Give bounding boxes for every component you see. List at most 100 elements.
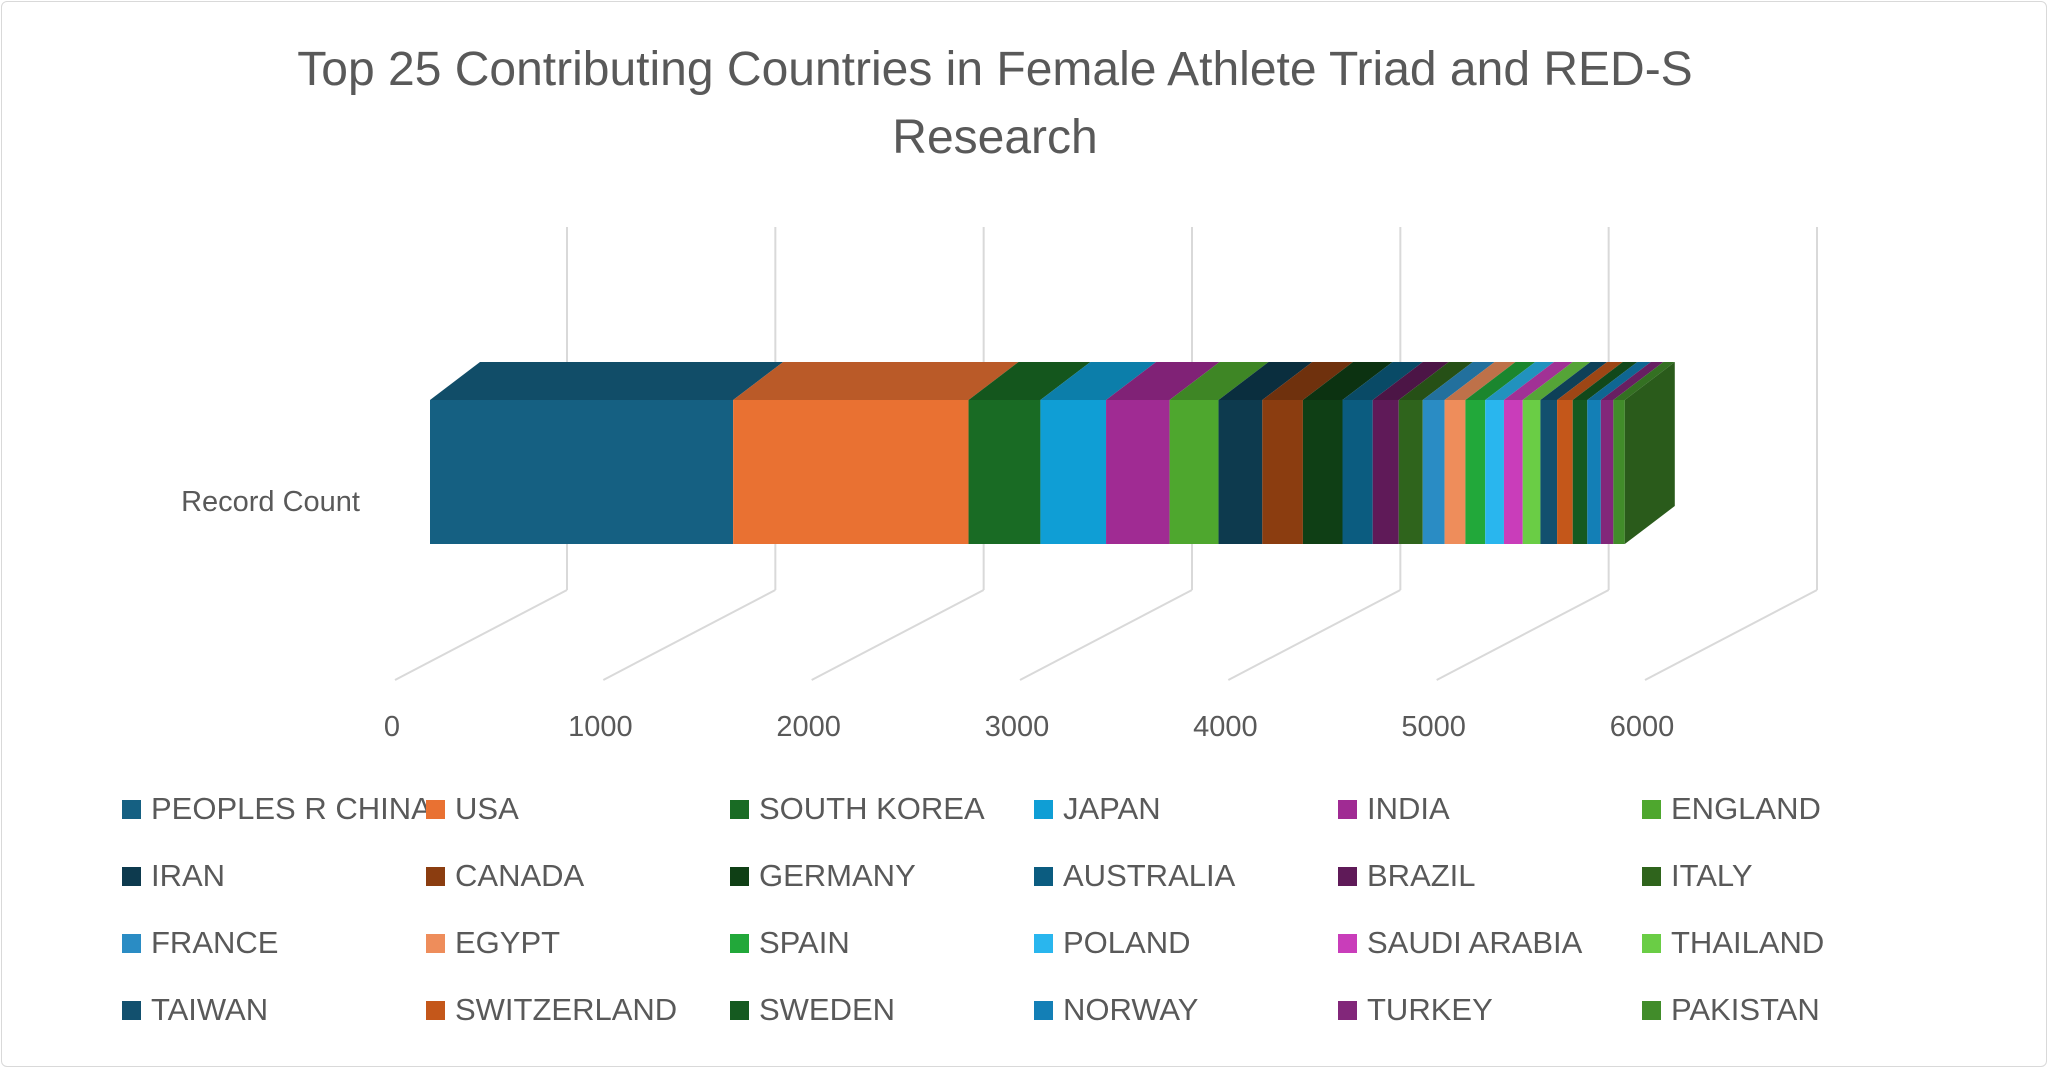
legend-swatch xyxy=(122,799,141,819)
legend-label: SWEDEN xyxy=(759,992,896,1027)
bar-segment xyxy=(1444,400,1466,544)
legend-swatch xyxy=(1034,933,1053,953)
chart-title-text: Top 25 Contributing Countries in Female … xyxy=(297,43,1693,164)
legend-swatch xyxy=(1034,866,1053,886)
legend-swatch xyxy=(730,933,749,953)
bar-segment xyxy=(1522,400,1541,544)
bar-top-face xyxy=(1262,362,1353,400)
bar-top-face xyxy=(1600,362,1664,400)
gridline-floor xyxy=(1019,589,1193,681)
x-tick-label: 1000 xyxy=(568,711,633,743)
bar-segment xyxy=(1262,400,1303,544)
x-tick-label: 2000 xyxy=(776,711,841,743)
bar-top-face xyxy=(1398,362,1473,400)
legend-item: IRAN xyxy=(122,855,426,897)
legend-item: PAKISTAN xyxy=(1642,989,1946,1031)
bar-segment xyxy=(1218,400,1263,544)
gridline-floor xyxy=(1436,589,1610,681)
legend-item: THAILAND xyxy=(1642,922,1946,964)
legend-swatch xyxy=(1338,866,1357,886)
bar-top-face xyxy=(1540,362,1608,400)
legend-label: IRAN xyxy=(151,858,226,893)
legend-item: ITALY xyxy=(1642,855,1946,897)
legend-swatch xyxy=(1642,866,1661,886)
bar-segment xyxy=(1040,400,1107,544)
bar-segment xyxy=(1485,400,1504,544)
legend-item: SAUDI ARABIA xyxy=(1338,922,1642,964)
bar-top-face xyxy=(1040,362,1157,400)
bar-top-face xyxy=(1485,362,1554,400)
bar-top-face xyxy=(1444,362,1516,400)
legend-label: SPAIN xyxy=(759,925,850,960)
legend-swatch xyxy=(1338,1000,1357,1020)
legend-swatch xyxy=(122,866,141,886)
legend-item: SPAIN xyxy=(730,922,1034,964)
legend-item: INDIA xyxy=(1338,788,1642,830)
legend-item: TAIWAN xyxy=(122,989,426,1031)
legend-label: AUSTRALIA xyxy=(1063,858,1236,893)
bar-top-face xyxy=(1422,362,1495,400)
legend-label: SOUTH KOREA xyxy=(759,791,985,826)
legend-item: POLAND xyxy=(1034,922,1338,964)
bar-top-face xyxy=(733,362,1019,400)
bar-top-face xyxy=(430,362,784,400)
bar-segment xyxy=(1169,400,1219,544)
legend-item: EGYPT xyxy=(426,922,730,964)
legend-item: AUSTRALIA xyxy=(1034,855,1338,897)
bar-segment xyxy=(1398,400,1423,544)
legend-swatch xyxy=(730,1000,749,1020)
legend-label: TAIWAN xyxy=(151,992,269,1027)
legend-swatch xyxy=(1642,799,1661,819)
legend-swatch xyxy=(1642,1000,1661,1020)
bar-segment xyxy=(1600,400,1614,544)
x-tick-label: 3000 xyxy=(985,711,1050,743)
legend-swatch xyxy=(730,866,749,886)
legend-label: USA xyxy=(455,791,519,826)
legend-item: SWITZERLAND xyxy=(426,989,730,1031)
bar-top-face xyxy=(1372,362,1449,400)
legend-swatch xyxy=(122,933,141,953)
legend-swatch xyxy=(426,1000,445,1020)
legend-label: JAPAN xyxy=(1063,791,1161,826)
bar-top-face xyxy=(1522,362,1591,400)
legend-label: PAKISTAN xyxy=(1671,992,1820,1027)
bar-top-face xyxy=(1465,362,1536,400)
bar-top-face xyxy=(1169,362,1269,400)
legend-label: SAUDI ARABIA xyxy=(1367,925,1583,960)
legend-swatch xyxy=(1642,933,1661,953)
bar-top-face xyxy=(1572,362,1638,400)
gridline-floor xyxy=(394,589,568,681)
chart-title: Top 25 Contributing Countries in Female … xyxy=(0,36,1990,172)
bar-segment xyxy=(968,400,1041,544)
legend-item: CANADA xyxy=(426,855,730,897)
bar-segment xyxy=(1302,400,1343,544)
x-tick-label: 6000 xyxy=(1610,711,1675,743)
legend-label: FRANCE xyxy=(151,925,279,960)
bar-end-face xyxy=(1624,362,1675,544)
legend-label: POLAND xyxy=(1063,925,1191,960)
legend-label: THAILAND xyxy=(1671,925,1825,960)
chart-plot: 0 1000 2000 3000 4000 5000 6000 Record Count xyxy=(181,227,1818,743)
legend-label: ENGLAND xyxy=(1671,791,1821,826)
legend-item: FRANCE xyxy=(122,922,426,964)
bar-top-face xyxy=(1218,362,1313,400)
legend-item: GERMANY xyxy=(730,855,1034,897)
x-tick-label: 4000 xyxy=(1193,711,1258,743)
legend-item: SWEDEN xyxy=(730,989,1034,1031)
legend-item: PEOPLES R CHINA xyxy=(122,788,432,830)
legend-label: NORWAY xyxy=(1063,992,1199,1027)
legend-label: CANADA xyxy=(455,858,585,893)
bar-top-face xyxy=(1503,362,1573,400)
legend: PEOPLES R CHINA USA SOUTH KOREA JAPAN INDIA E… xyxy=(122,788,1952,1031)
x-tick-label: 0 xyxy=(384,711,400,743)
bar-segment xyxy=(1372,400,1399,544)
legend-swatch xyxy=(1338,933,1357,953)
bar-top-face xyxy=(1587,362,1651,400)
legend-label: GERMANY xyxy=(759,858,916,893)
bar-top-face xyxy=(1557,362,1623,400)
legend-label: BRAZIL xyxy=(1367,858,1476,893)
legend-item: JAPAN xyxy=(1034,788,1338,830)
legend-swatch xyxy=(1338,799,1357,819)
legend-label: INDIA xyxy=(1367,791,1450,826)
category-label: Record Count xyxy=(181,486,360,518)
